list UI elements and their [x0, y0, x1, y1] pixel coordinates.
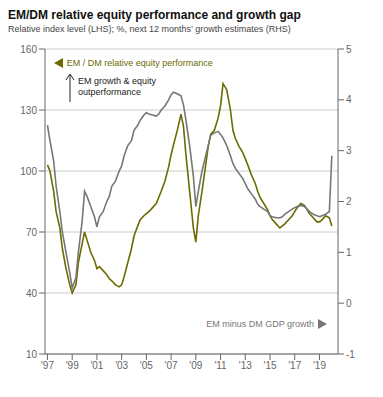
svg-text:'01: '01 — [90, 360, 103, 371]
svg-text:1: 1 — [346, 247, 352, 258]
svg-text:130: 130 — [20, 105, 37, 116]
svg-text:2: 2 — [346, 196, 352, 207]
svg-text:'03: '03 — [115, 360, 128, 371]
svg-text:'97: '97 — [41, 360, 54, 371]
svg-text:'17: '17 — [288, 360, 301, 371]
html-text:EM growth & equity outperforma: EM growth & equity outperformance — [78, 76, 156, 97]
svg-text:'19: '19 — [313, 360, 326, 371]
svg-text:'99: '99 — [66, 360, 79, 371]
svg-text:3: 3 — [346, 145, 352, 156]
html-text:EM minus DM GDP growth: EM minus DM GDP growth — [206, 318, 314, 329]
svg-text:'07: '07 — [165, 360, 178, 371]
svg-text:100: 100 — [20, 166, 37, 177]
svg-text:-1: -1 — [346, 349, 355, 360]
svg-text:'11: '11 — [214, 360, 227, 371]
svg-text:5: 5 — [346, 44, 352, 55]
svg-text:'05: '05 — [140, 360, 153, 371]
svg-text:10: 10 — [26, 349, 38, 360]
svg-text:160: 160 — [20, 44, 37, 55]
svg-text:40: 40 — [26, 288, 38, 299]
html-text:EM/DM relative equity performa: EM/DM relative equity performance and gr… — [8, 8, 301, 22]
svg-text:'13: '13 — [239, 360, 252, 371]
svg-text:'15: '15 — [263, 360, 276, 371]
html-text:EM / DM relative equity perfor: EM / DM relative equity performance — [66, 57, 213, 68]
svg-text:70: 70 — [26, 227, 38, 238]
svg-text:0: 0 — [346, 298, 352, 309]
svg-text:4: 4 — [346, 94, 352, 105]
html-text:Relative index level (LHS); %,: Relative index level (LHS); %, next 12 m… — [8, 24, 291, 34]
svg-text:'09: '09 — [189, 360, 202, 371]
